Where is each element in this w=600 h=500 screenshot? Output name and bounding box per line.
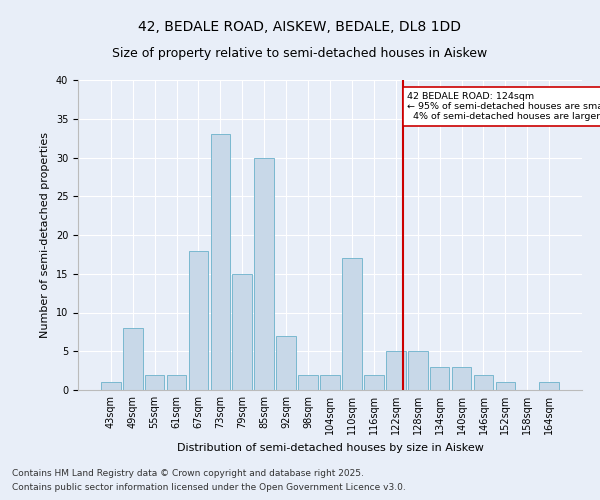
Bar — [254, 158, 274, 390]
Bar — [364, 374, 384, 390]
Bar — [539, 382, 559, 390]
Bar — [276, 336, 296, 390]
Text: Contains HM Land Registry data © Crown copyright and database right 2025.: Contains HM Land Registry data © Crown c… — [12, 468, 364, 477]
Bar — [188, 250, 208, 390]
Bar — [123, 328, 143, 390]
Bar — [430, 367, 449, 390]
Bar — [386, 351, 406, 390]
Bar — [298, 374, 318, 390]
Y-axis label: Number of semi-detached properties: Number of semi-detached properties — [40, 132, 50, 338]
Bar — [408, 351, 428, 390]
Text: 42, BEDALE ROAD, AISKEW, BEDALE, DL8 1DD: 42, BEDALE ROAD, AISKEW, BEDALE, DL8 1DD — [139, 20, 461, 34]
Text: 42 BEDALE ROAD: 124sqm
← 95% of semi-detached houses are smaller (140)
  4% of s: 42 BEDALE ROAD: 124sqm ← 95% of semi-det… — [407, 92, 600, 122]
Bar — [320, 374, 340, 390]
Bar — [452, 367, 472, 390]
Bar — [342, 258, 362, 390]
Bar — [145, 374, 164, 390]
Bar — [496, 382, 515, 390]
Bar — [211, 134, 230, 390]
Bar — [232, 274, 252, 390]
X-axis label: Distribution of semi-detached houses by size in Aiskew: Distribution of semi-detached houses by … — [176, 442, 484, 452]
Bar — [473, 374, 493, 390]
Text: Contains public sector information licensed under the Open Government Licence v3: Contains public sector information licen… — [12, 484, 406, 492]
Bar — [101, 382, 121, 390]
Text: Size of property relative to semi-detached houses in Aiskew: Size of property relative to semi-detach… — [112, 48, 488, 60]
Bar — [167, 374, 187, 390]
